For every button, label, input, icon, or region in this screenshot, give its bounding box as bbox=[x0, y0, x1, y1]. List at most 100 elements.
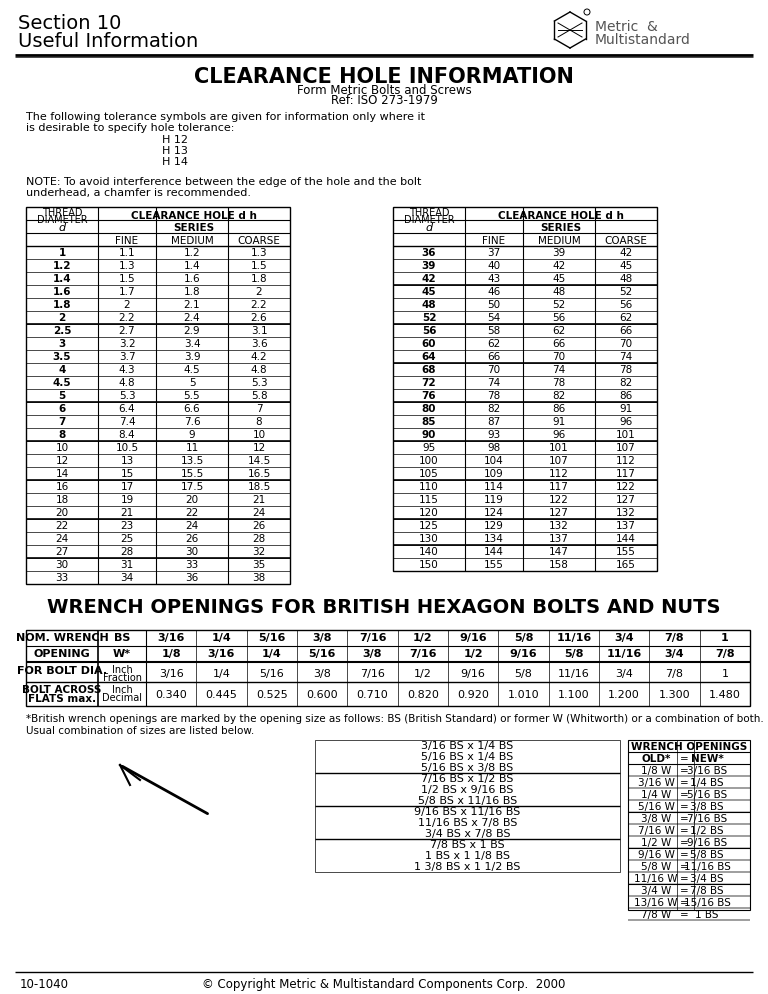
Text: d: d bbox=[58, 223, 65, 233]
Text: 3/16 BS: 3/16 BS bbox=[687, 766, 727, 776]
Text: 39: 39 bbox=[422, 261, 436, 271]
Text: 9/16: 9/16 bbox=[461, 669, 485, 679]
Text: 13.5: 13.5 bbox=[180, 456, 204, 466]
Text: 7/16: 7/16 bbox=[360, 669, 385, 679]
Text: NOTE: To avoid interference between the edge of the hole and the bolt: NOTE: To avoid interference between the … bbox=[26, 177, 422, 187]
Text: 3.2: 3.2 bbox=[119, 339, 135, 349]
Text: 1 BS x 1 1/8 BS: 1 BS x 1 1/8 BS bbox=[425, 851, 510, 861]
Text: 24: 24 bbox=[55, 534, 68, 544]
Text: 0.600: 0.600 bbox=[306, 690, 338, 700]
Text: 6.4: 6.4 bbox=[119, 404, 135, 414]
Text: 34: 34 bbox=[121, 573, 134, 583]
Text: 70: 70 bbox=[552, 352, 565, 362]
Text: 101: 101 bbox=[616, 430, 636, 440]
Text: 11/16 W: 11/16 W bbox=[634, 874, 677, 884]
Text: 5/8: 5/8 bbox=[514, 633, 533, 643]
Bar bbox=[26, 207, 290, 584]
Text: 5/16 BS x 3/8 BS: 5/16 BS x 3/8 BS bbox=[422, 763, 514, 773]
Text: 1.3: 1.3 bbox=[250, 248, 267, 258]
Text: 22: 22 bbox=[55, 521, 68, 531]
Text: 78: 78 bbox=[552, 378, 565, 388]
Text: 3/8 W: 3/8 W bbox=[641, 814, 671, 824]
Text: 31: 31 bbox=[121, 560, 134, 570]
Text: 7/8 BS x 1 BS: 7/8 BS x 1 BS bbox=[430, 840, 505, 850]
Text: 2.1: 2.1 bbox=[184, 300, 200, 310]
Text: 70: 70 bbox=[488, 365, 501, 375]
Text: 7/8: 7/8 bbox=[715, 649, 735, 659]
Text: 52: 52 bbox=[619, 287, 633, 297]
Text: 86: 86 bbox=[619, 391, 633, 401]
Text: 5/8 BS: 5/8 BS bbox=[690, 850, 723, 860]
Text: 2: 2 bbox=[256, 287, 263, 297]
Text: CLEARANCE HOLE INFORMATION: CLEARANCE HOLE INFORMATION bbox=[194, 67, 574, 87]
Text: DIAMETER: DIAMETER bbox=[404, 215, 455, 225]
Text: 6.6: 6.6 bbox=[184, 404, 200, 414]
Text: 3.1: 3.1 bbox=[250, 326, 267, 336]
Text: 6: 6 bbox=[58, 404, 65, 414]
Text: 0.710: 0.710 bbox=[356, 690, 389, 700]
Text: 4.8: 4.8 bbox=[250, 365, 267, 375]
Text: 30: 30 bbox=[185, 547, 199, 557]
Text: 1/2 W: 1/2 W bbox=[641, 838, 671, 848]
Text: =: = bbox=[680, 898, 688, 908]
Text: 5/8 BS x 11/16 BS: 5/8 BS x 11/16 BS bbox=[418, 796, 517, 806]
Bar bbox=[628, 740, 750, 910]
Text: 8.4: 8.4 bbox=[119, 430, 135, 440]
Text: 86: 86 bbox=[552, 404, 565, 414]
Text: 1.6: 1.6 bbox=[184, 274, 200, 284]
Text: 1.300: 1.300 bbox=[659, 690, 690, 700]
Text: 3/8 BS: 3/8 BS bbox=[690, 802, 723, 812]
Text: THREAD: THREAD bbox=[409, 208, 449, 218]
Text: 4: 4 bbox=[58, 365, 66, 375]
Text: 107: 107 bbox=[616, 443, 636, 453]
Text: CLEARANCE HOLE d h: CLEARANCE HOLE d h bbox=[131, 211, 257, 221]
Text: 10.5: 10.5 bbox=[115, 443, 138, 453]
Text: 1.8: 1.8 bbox=[53, 300, 71, 310]
Text: 1.480: 1.480 bbox=[709, 690, 741, 700]
Text: 4.2: 4.2 bbox=[250, 352, 267, 362]
Text: 48: 48 bbox=[619, 274, 633, 284]
Text: 122: 122 bbox=[616, 482, 636, 492]
Text: 45: 45 bbox=[422, 287, 436, 297]
Text: 45: 45 bbox=[619, 261, 633, 271]
Text: 7/16 BS: 7/16 BS bbox=[687, 814, 727, 824]
Text: 82: 82 bbox=[619, 378, 633, 388]
Text: 62: 62 bbox=[552, 326, 565, 336]
Text: OLD*: OLD* bbox=[641, 754, 670, 764]
Text: 147: 147 bbox=[549, 547, 569, 557]
Text: underhead, a chamfer is recommended.: underhead, a chamfer is recommended. bbox=[26, 188, 251, 198]
Text: 1/4 W: 1/4 W bbox=[641, 790, 671, 800]
Text: 10-1040: 10-1040 bbox=[20, 978, 69, 991]
Text: 3/4: 3/4 bbox=[664, 649, 684, 659]
Text: 9/16 BS: 9/16 BS bbox=[687, 838, 727, 848]
Text: 1.5: 1.5 bbox=[119, 274, 135, 284]
Text: 5/8: 5/8 bbox=[515, 669, 532, 679]
Text: 130: 130 bbox=[419, 534, 439, 544]
Text: 1.2: 1.2 bbox=[184, 248, 200, 258]
Text: 4.8: 4.8 bbox=[119, 378, 135, 388]
Text: 21: 21 bbox=[121, 508, 134, 518]
Text: 129: 129 bbox=[484, 521, 504, 531]
Text: 7: 7 bbox=[256, 404, 263, 414]
Text: 155: 155 bbox=[616, 547, 636, 557]
Text: 33: 33 bbox=[185, 560, 199, 570]
Text: 3.7: 3.7 bbox=[119, 352, 135, 362]
Text: 2.5: 2.5 bbox=[53, 326, 71, 336]
Text: *British wrench openings are marked by the opening size as follows: BS (British : *British wrench openings are marked by t… bbox=[26, 714, 763, 724]
Text: Usual combination of sizes are listed below.: Usual combination of sizes are listed be… bbox=[26, 726, 254, 736]
Text: FINE: FINE bbox=[482, 236, 505, 246]
Text: 134: 134 bbox=[484, 534, 504, 544]
Text: 3/16: 3/16 bbox=[208, 649, 235, 659]
Text: 3/8: 3/8 bbox=[313, 633, 332, 643]
Text: 1.010: 1.010 bbox=[508, 690, 539, 700]
Text: 165: 165 bbox=[616, 560, 636, 570]
Text: =: = bbox=[680, 826, 688, 836]
Text: 2.6: 2.6 bbox=[250, 313, 267, 323]
Text: NEW*: NEW* bbox=[690, 754, 723, 764]
Text: =: = bbox=[680, 886, 688, 896]
Text: 2.4: 2.4 bbox=[184, 313, 200, 323]
Text: 100: 100 bbox=[419, 456, 439, 466]
Text: 66: 66 bbox=[619, 326, 633, 336]
Text: 20: 20 bbox=[185, 495, 199, 505]
Text: 96: 96 bbox=[552, 430, 565, 440]
